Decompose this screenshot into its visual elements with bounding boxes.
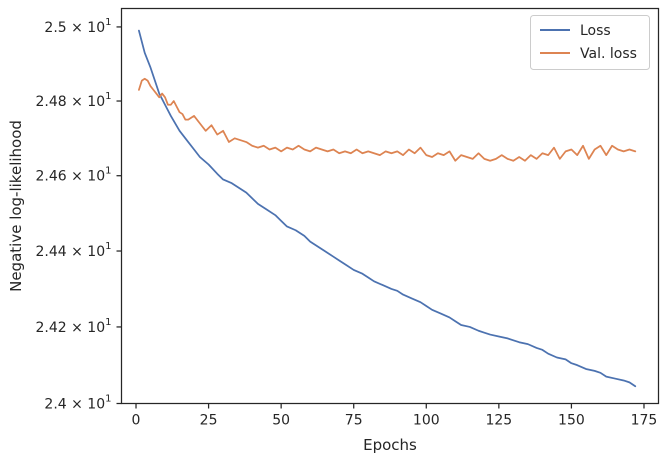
series-line-loss xyxy=(138,29,637,388)
x-tick-label: 150 xyxy=(558,413,585,429)
x-axis-label: Epochs xyxy=(363,436,417,454)
series-line-val-loss xyxy=(138,77,637,162)
y-tick-label: 2.42 × 101 xyxy=(36,317,112,336)
plot-frame xyxy=(120,7,660,405)
x-tick-label: 0 xyxy=(132,413,141,429)
x-axis-ticks: 0 25 50 75 100 125 150 175 xyxy=(132,403,658,429)
y-tick-label: 2.5 × 101 xyxy=(44,17,111,36)
x-tick-label: 75 xyxy=(345,413,363,429)
x-tick-label: 25 xyxy=(200,413,218,429)
y-tick-label: 2.46 × 101 xyxy=(36,166,112,185)
plot-area xyxy=(120,7,660,405)
y-axis-label: Negative log-likelihood xyxy=(7,120,25,292)
legend: Loss Val. loss xyxy=(530,15,650,70)
x-tick-label: 50 xyxy=(272,413,290,429)
x-tick-label: 175 xyxy=(631,413,658,429)
y-axis-ticks: 2.4 × 101 2.42 × 101 2.44 × 101 2.46 × 101 2… xyxy=(36,17,122,413)
legend-label-loss: Loss xyxy=(580,23,611,39)
y-tick-label: 2.48 × 101 xyxy=(36,91,112,110)
series-lines xyxy=(138,29,637,388)
y-tick-label: 2.4 × 101 xyxy=(44,394,111,413)
y-tick-label: 2.44 × 101 xyxy=(36,241,112,260)
x-tick-label: 100 xyxy=(413,413,440,429)
legend-label-val-loss: Val. loss xyxy=(580,46,637,62)
x-tick-label: 125 xyxy=(485,413,512,429)
